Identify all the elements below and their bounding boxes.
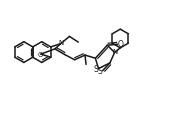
- Text: N: N: [58, 40, 64, 46]
- Text: O: O: [118, 40, 124, 49]
- Text: S: S: [98, 67, 102, 76]
- Text: O: O: [38, 52, 43, 58]
- Text: S: S: [94, 65, 98, 74]
- Text: N: N: [112, 49, 117, 55]
